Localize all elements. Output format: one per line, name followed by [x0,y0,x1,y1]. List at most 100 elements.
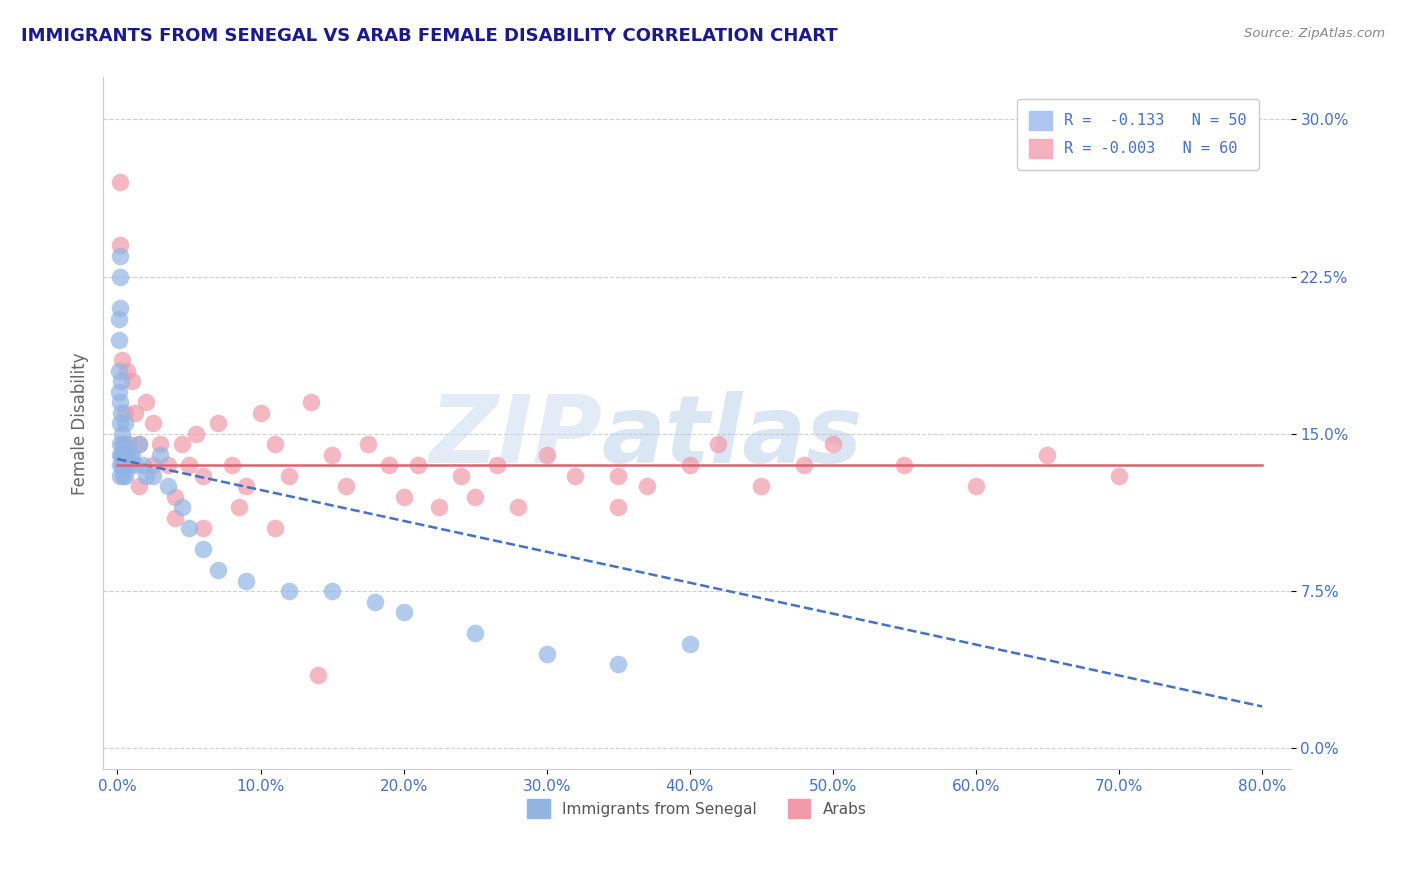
Point [299,395,322,409]
Point [170,500,193,515]
Point [193,542,215,557]
Point [485,458,508,473]
Point [163,510,186,524]
Point [193,521,215,535]
Text: ZIP: ZIP [429,392,602,483]
Point [1036,448,1059,462]
Point [108,364,131,378]
Point [536,448,558,462]
Point [110,249,132,263]
Point [112,458,135,473]
Point [110,238,132,252]
Point [228,500,250,515]
Point [149,437,172,451]
Point [108,395,131,409]
Point [142,458,165,473]
Point [114,458,136,473]
Point [121,375,143,389]
Point [793,458,815,473]
Point [115,437,138,451]
Point [111,353,134,368]
Point [707,437,730,451]
Point [607,500,630,515]
Point [124,458,146,473]
Point [114,448,136,462]
Point [1108,468,1130,483]
Point [108,384,131,399]
Point [108,175,131,189]
Point [120,448,142,462]
Point [406,458,429,473]
Point [111,448,134,462]
Point [564,468,586,483]
Point [207,417,229,431]
Point [177,521,200,535]
Legend: Immigrants from Senegal, Arabs: Immigrants from Senegal, Arabs [522,793,873,824]
Point [163,490,186,504]
Point [263,437,285,451]
Point [118,458,141,473]
Point [821,437,844,451]
Point [108,311,131,326]
Point [111,458,134,473]
Point [427,500,450,515]
Point [278,584,301,599]
Text: Source: ZipAtlas.com: Source: ZipAtlas.com [1244,27,1385,40]
Point [965,479,987,493]
Point [464,490,486,504]
Point [357,437,380,451]
Point [110,468,132,483]
Point [278,468,301,483]
Point [193,468,215,483]
Point [378,458,401,473]
Point [207,563,229,577]
Point [114,406,136,420]
Point [124,406,146,420]
Point [114,468,136,483]
Point [464,626,486,640]
Point [263,521,285,535]
Point [235,574,257,588]
Point [111,426,134,441]
Point [110,458,132,473]
Point [142,417,165,431]
Point [177,458,200,473]
Point [893,458,915,473]
Point [142,468,165,483]
Point [114,417,136,431]
Point [506,500,529,515]
Point [450,468,472,483]
Point [307,668,329,682]
Point [249,406,271,420]
Point [132,458,155,473]
Point [536,647,558,661]
Point [392,490,415,504]
Point [118,437,141,451]
Point [149,448,172,462]
Point [749,479,772,493]
Point [156,479,179,493]
Point [110,448,132,462]
Point [128,437,150,451]
Point [170,437,193,451]
Point [121,448,143,462]
Point [110,375,132,389]
Point [112,437,135,451]
Point [679,636,702,650]
Point [321,448,343,462]
Point [321,584,343,599]
Point [108,333,131,347]
Point [235,479,257,493]
Point [110,406,132,420]
Point [636,479,658,493]
Y-axis label: Female Disability: Female Disability [72,352,89,495]
Point [108,437,131,451]
Point [112,437,135,451]
Point [679,458,702,473]
Point [184,426,207,441]
Point [108,301,131,315]
Point [117,364,139,378]
Point [135,468,157,483]
Point [110,269,132,284]
Point [335,479,357,493]
